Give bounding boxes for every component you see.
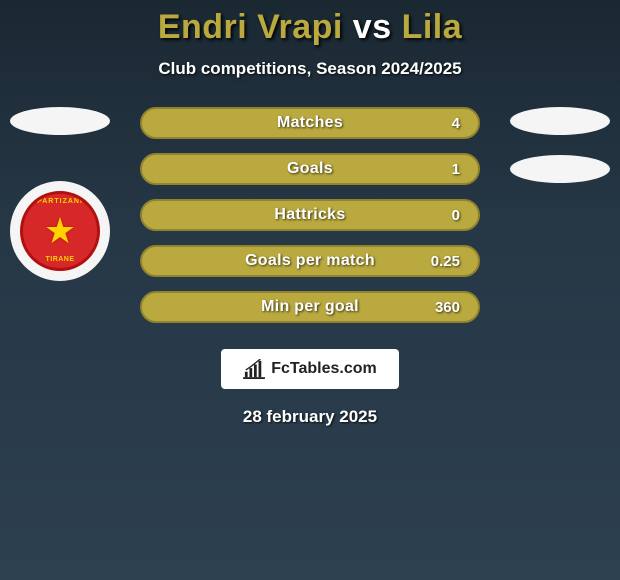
brand-box: FcTables.com xyxy=(221,349,399,389)
card-content: Endri Vrapi vs Lila Club competitions, S… xyxy=(0,0,620,580)
player2-photo-placeholder xyxy=(510,107,610,135)
title-player2: Lila xyxy=(402,8,463,46)
stat-value: 1 xyxy=(452,161,460,178)
stat-value: 0.25 xyxy=(431,253,460,270)
stat-label: Min per goal xyxy=(261,298,359,316)
stat-label: Matches xyxy=(277,114,343,132)
stat-value: 4 xyxy=(452,115,460,132)
title-vs: vs xyxy=(353,8,392,46)
player2-club-placeholder xyxy=(510,155,610,183)
club-badge-inner: PARTIZANI ★ TIRANE xyxy=(20,191,100,271)
player1-photo-placeholder xyxy=(10,107,110,135)
stat-bar: Goals 1 xyxy=(140,153,480,185)
stat-value: 0 xyxy=(452,207,460,224)
stat-bar: Matches 4 xyxy=(140,107,480,139)
star-icon: ★ xyxy=(44,213,76,249)
stats-area: PARTIZANI ★ TIRANE Matches 4 Goals 1 Hattric… xyxy=(0,107,620,323)
date-text: 28 february 2025 xyxy=(243,407,377,427)
stat-bar: Goals per match 0.25 xyxy=(140,245,480,277)
stat-label: Goals xyxy=(287,160,333,178)
stat-label: Goals per match xyxy=(245,252,375,270)
stat-bar: Min per goal 360 xyxy=(140,291,480,323)
stat-bar: Hattricks 0 xyxy=(140,199,480,231)
page-title: Endri Vrapi vs Lila xyxy=(158,8,462,47)
player1-club-badge: PARTIZANI ★ TIRANE xyxy=(10,181,110,281)
chart-icon xyxy=(243,359,265,379)
badge-text-top: PARTIZANI xyxy=(37,198,83,205)
stat-bars: Matches 4 Goals 1 Hattricks 0 Goals per match 0… xyxy=(140,107,480,323)
brand-text: FcTables.com xyxy=(271,360,377,378)
stat-label: Hattricks xyxy=(274,206,345,224)
stat-value: 360 xyxy=(435,299,460,316)
badge-text-bottom: TIRANE xyxy=(45,256,74,263)
subtitle: Club competitions, Season 2024/2025 xyxy=(158,59,461,79)
title-player1: Endri Vrapi xyxy=(158,8,343,46)
